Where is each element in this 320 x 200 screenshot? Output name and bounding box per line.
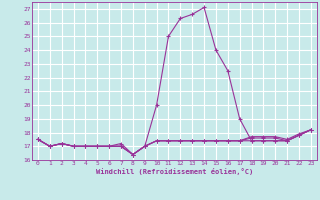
X-axis label: Windchill (Refroidissement éolien,°C): Windchill (Refroidissement éolien,°C) [96, 168, 253, 175]
